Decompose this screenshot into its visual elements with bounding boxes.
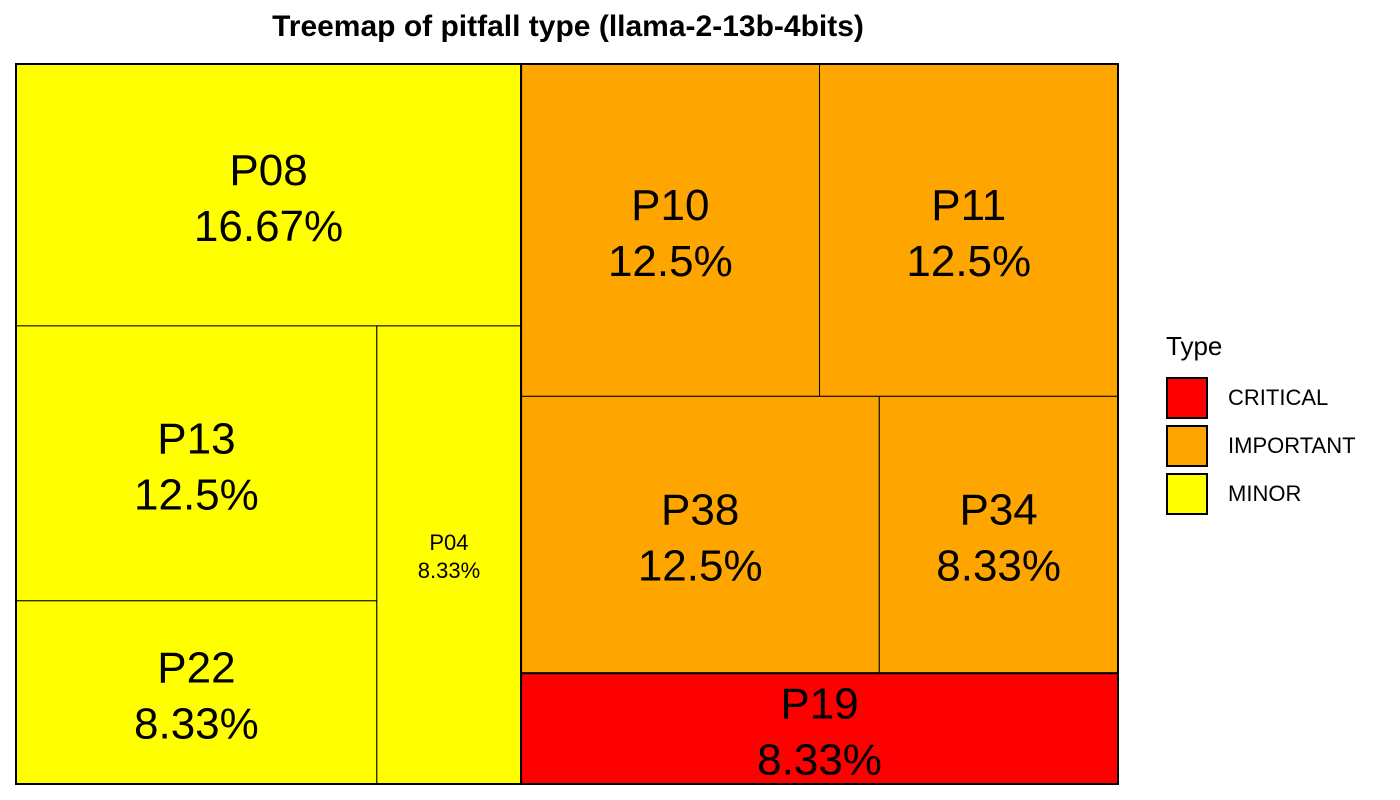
tile-name-p19: P19 xyxy=(780,680,858,729)
tile-p13 xyxy=(15,325,378,602)
tile-p10 xyxy=(520,63,821,397)
tile-value-p04: 8.33% xyxy=(418,558,480,583)
legend-item-minor: MINOR xyxy=(1166,470,1356,518)
tile-value-p34: 8.33% xyxy=(936,542,1061,591)
group-border-critical xyxy=(520,672,1119,786)
legend: Type CRITICAL IMPORTANT MINOR xyxy=(1166,331,1356,518)
tile-p34 xyxy=(878,395,1119,674)
tile-p08 xyxy=(15,63,522,327)
tile-value-p13: 12.5% xyxy=(134,470,259,519)
tile-p11 xyxy=(819,63,1119,397)
tile-value-p08: 16.67% xyxy=(194,202,343,251)
tile-value-p11: 12.5% xyxy=(906,237,1031,286)
legend-label-critical: CRITICAL xyxy=(1228,385,1329,410)
legend-label-minor: MINOR xyxy=(1228,481,1302,506)
tile-value-p10: 12.5% xyxy=(608,237,733,286)
tile-name-p04: P04 xyxy=(429,530,468,555)
legend-swatch-minor xyxy=(1166,473,1208,515)
tile-p22 xyxy=(15,600,378,785)
tile-p04 xyxy=(376,325,522,785)
legend-swatch-important xyxy=(1166,425,1208,467)
tile-name-p11: P11 xyxy=(931,181,1006,230)
tile-name-p22: P22 xyxy=(157,643,235,692)
tile-name-p38: P38 xyxy=(661,486,739,535)
legend-label-important: IMPORTANT xyxy=(1228,433,1356,458)
legend-item-critical: CRITICAL xyxy=(1166,374,1356,422)
tile-p38 xyxy=(520,395,880,674)
tile-name-p08: P08 xyxy=(229,146,307,195)
tile-value-p19: 8.33% xyxy=(757,736,882,785)
tile-p19 xyxy=(520,672,1119,785)
tile-name-p10: P10 xyxy=(631,181,709,230)
tile-value-p38: 12.5% xyxy=(638,542,763,591)
tile-value-p22: 8.33% xyxy=(134,699,259,748)
tile-name-p34: P34 xyxy=(959,486,1037,535)
legend-swatch-critical xyxy=(1166,377,1208,419)
legend-item-important: IMPORTANT xyxy=(1166,422,1356,470)
tile-name-p13: P13 xyxy=(157,414,235,463)
treemap-chart: P08 16.67% P13 12.5% P22 8.33% P04 8.33% P10 12.5… xyxy=(15,63,1119,786)
legend-title: Type xyxy=(1166,331,1223,361)
chart-title: Treemap of pitfall type (llama-2-13b-4bi… xyxy=(272,10,864,43)
